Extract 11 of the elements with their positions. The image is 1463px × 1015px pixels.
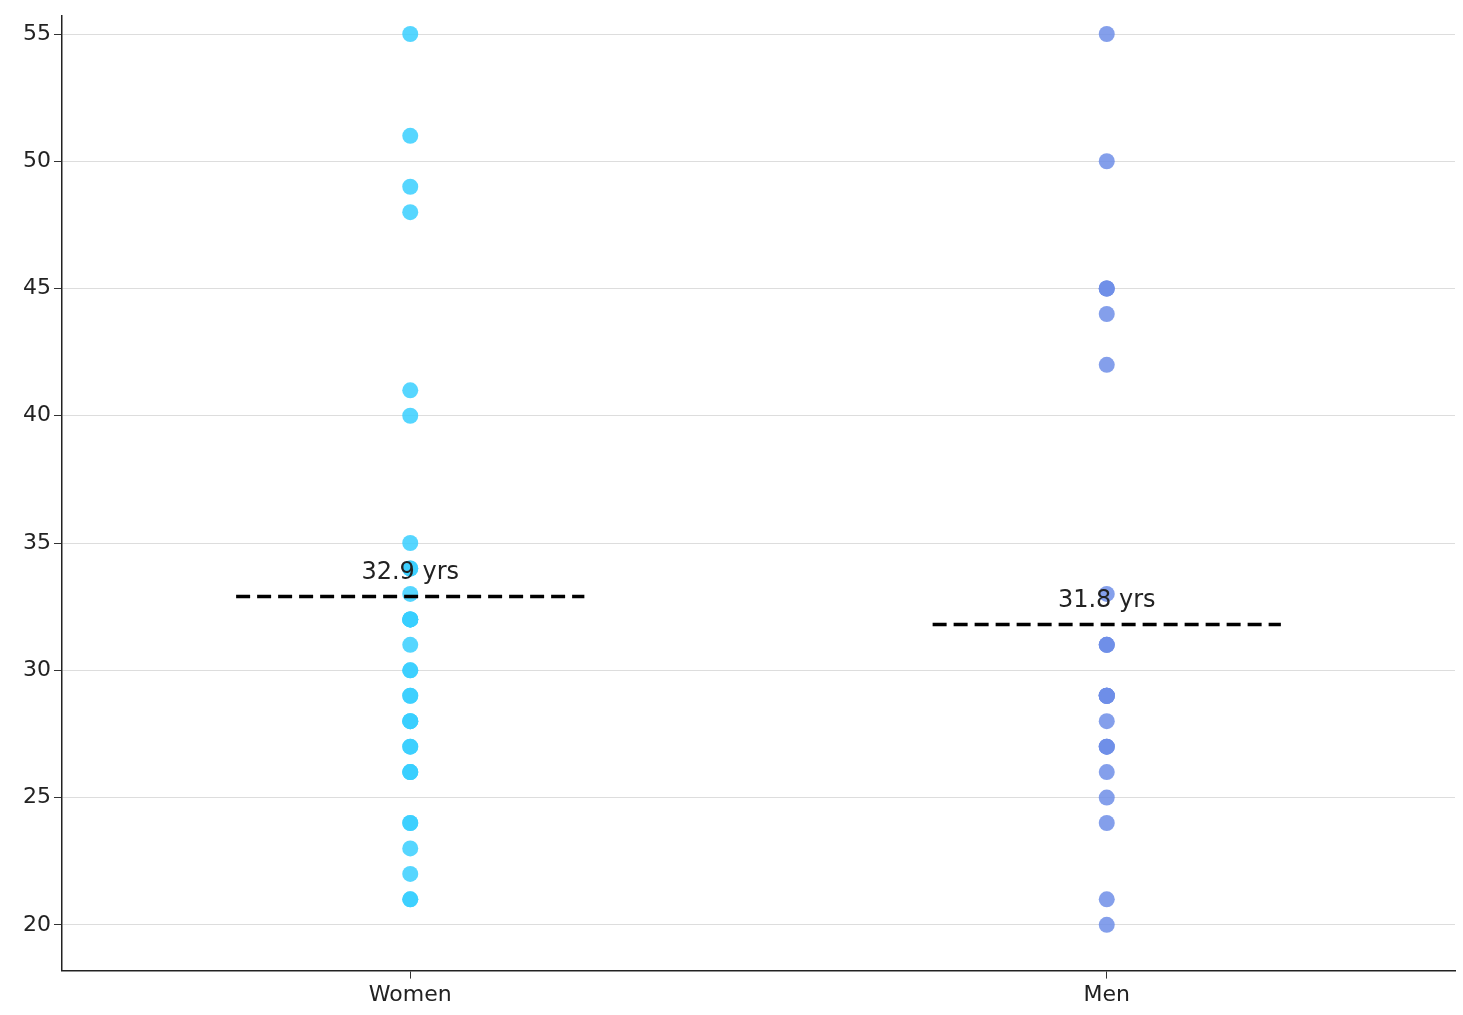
y-tick-label: 40 <box>22 401 51 427</box>
x-tick-label: Women <box>368 980 452 1006</box>
y-tick-label: 50 <box>22 146 51 172</box>
y-tick-label: 20 <box>22 910 51 936</box>
y-tick-label: 45 <box>22 274 51 300</box>
y-tick-label: 35 <box>22 528 51 554</box>
x-tick-label: Men <box>1083 980 1130 1006</box>
y-tick-label: 30 <box>22 656 51 681</box>
y-tick-label: 25 <box>22 783 51 809</box>
ref-line-label: 31.8 yrs <box>1057 584 1156 613</box>
y-tick-label: 55 <box>22 19 51 45</box>
